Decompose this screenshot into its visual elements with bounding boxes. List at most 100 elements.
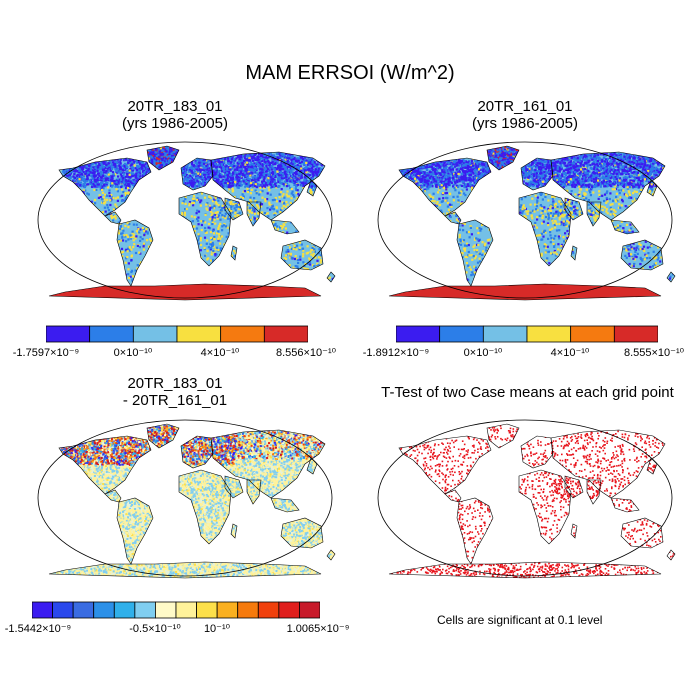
data-cell bbox=[134, 237, 137, 240]
data-cell bbox=[274, 222, 277, 226]
data-cell bbox=[255, 171, 258, 174]
data-cell bbox=[325, 152, 328, 155]
data-cell bbox=[86, 163, 89, 166]
data-cell bbox=[310, 155, 313, 158]
data-cell bbox=[99, 185, 102, 188]
data-cell bbox=[257, 215, 260, 218]
data-cell bbox=[194, 160, 197, 163]
data-cell bbox=[207, 177, 210, 180]
data-cell bbox=[261, 171, 264, 174]
data-cell bbox=[139, 175, 142, 178]
data-cell bbox=[271, 185, 274, 188]
data-cell bbox=[159, 153, 162, 156]
data-cell bbox=[100, 179, 103, 182]
data-cell bbox=[298, 178, 301, 181]
data-cell bbox=[124, 198, 127, 201]
data-cell bbox=[243, 174, 246, 177]
data-cell bbox=[285, 185, 289, 188]
data-cell bbox=[70, 160, 73, 163]
data-cell bbox=[273, 226, 277, 229]
data-cell bbox=[236, 162, 239, 165]
data-cell bbox=[244, 168, 247, 171]
data-cell bbox=[111, 182, 114, 185]
data-cell bbox=[182, 200, 185, 203]
data-cell bbox=[316, 163, 319, 166]
data-cell bbox=[254, 168, 257, 171]
data-cell bbox=[300, 169, 303, 172]
data-cell bbox=[195, 170, 198, 174]
data-cell bbox=[128, 249, 131, 252]
data-cell bbox=[101, 185, 104, 188]
data-cell bbox=[263, 152, 266, 155]
data-cell bbox=[304, 182, 307, 185]
data-cell bbox=[302, 183, 305, 186]
data-cell bbox=[197, 172, 200, 175]
data-cell bbox=[264, 168, 267, 171]
data-cell bbox=[64, 160, 67, 163]
data-cell bbox=[145, 161, 148, 164]
data-cell bbox=[91, 175, 94, 179]
data-cell bbox=[121, 178, 124, 181]
data-cell bbox=[268, 201, 271, 204]
data-cell bbox=[323, 159, 326, 162]
data-cell bbox=[107, 209, 110, 212]
data-cell bbox=[239, 158, 242, 161]
data-cell bbox=[192, 164, 195, 167]
data-cell bbox=[316, 262, 319, 265]
data-cell bbox=[227, 180, 230, 183]
data-cell bbox=[77, 178, 80, 181]
data-cell bbox=[273, 178, 276, 182]
data-cell bbox=[306, 251, 309, 254]
data-cell bbox=[164, 146, 168, 149]
data-cell bbox=[289, 178, 292, 181]
data-cell bbox=[115, 165, 118, 169]
data-cell bbox=[144, 174, 147, 177]
data-cell bbox=[247, 181, 250, 184]
data-cell bbox=[94, 166, 97, 169]
data-cell bbox=[149, 238, 152, 241]
data-cell bbox=[236, 167, 239, 170]
data-cell bbox=[296, 166, 299, 169]
data-cell bbox=[277, 159, 280, 162]
data-cell bbox=[218, 180, 221, 183]
data-cell bbox=[324, 191, 328, 194]
data-cell bbox=[280, 161, 283, 164]
data-cell bbox=[275, 185, 278, 188]
data-cell bbox=[300, 162, 303, 165]
data-cell bbox=[218, 183, 221, 186]
data-cell bbox=[302, 261, 305, 264]
data-cell bbox=[136, 159, 140, 162]
data-cell bbox=[320, 185, 323, 188]
data-cell bbox=[99, 195, 102, 199]
data-cell bbox=[285, 250, 288, 253]
data-cell bbox=[300, 167, 303, 170]
data-cell bbox=[129, 237, 132, 240]
data-cell bbox=[161, 157, 164, 160]
data-cell bbox=[205, 174, 209, 177]
data-cell bbox=[319, 177, 322, 180]
data-cell bbox=[267, 182, 270, 185]
data-cell bbox=[63, 169, 66, 173]
data-cell bbox=[322, 157, 325, 160]
data-cell bbox=[292, 163, 295, 167]
data-cell bbox=[220, 161, 223, 165]
data-cell bbox=[81, 167, 85, 171]
data-cell bbox=[288, 195, 291, 198]
data-cell bbox=[213, 173, 216, 176]
data-cell bbox=[261, 182, 264, 185]
data-cell bbox=[314, 170, 317, 173]
data-cell bbox=[118, 178, 121, 181]
data-cell bbox=[147, 153, 150, 156]
data-cell bbox=[223, 223, 226, 226]
data-cell bbox=[286, 174, 289, 177]
data-cell bbox=[309, 153, 312, 156]
data-cell bbox=[287, 250, 290, 253]
data-cell bbox=[293, 176, 296, 179]
data-cell bbox=[323, 172, 326, 176]
data-cell bbox=[225, 185, 228, 188]
data-cell bbox=[136, 178, 139, 181]
data-cell bbox=[314, 168, 317, 171]
data-cell bbox=[256, 217, 259, 220]
data-cell bbox=[287, 166, 290, 169]
data-cell bbox=[273, 198, 276, 201]
